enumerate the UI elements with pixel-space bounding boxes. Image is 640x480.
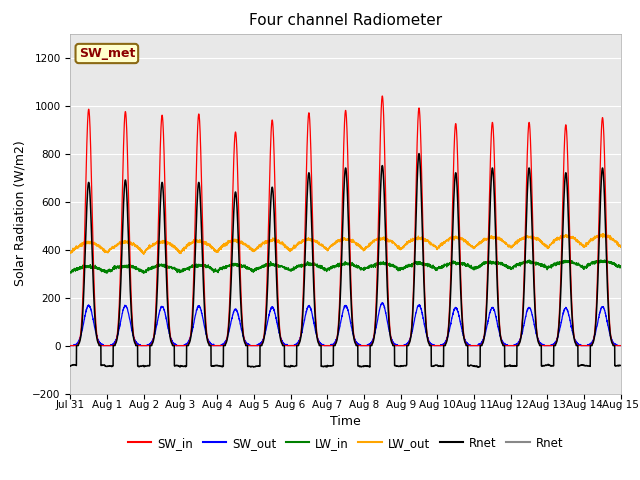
Title: Four channel Radiometer: Four channel Radiometer <box>249 13 442 28</box>
Text: SW_met: SW_met <box>79 47 135 60</box>
X-axis label: Time: Time <box>330 415 361 429</box>
Legend: SW_in, SW_out, LW_in, LW_out, Rnet, Rnet: SW_in, SW_out, LW_in, LW_out, Rnet, Rnet <box>123 432 568 454</box>
Y-axis label: Solar Radiation (W/m2): Solar Radiation (W/m2) <box>13 141 27 287</box>
